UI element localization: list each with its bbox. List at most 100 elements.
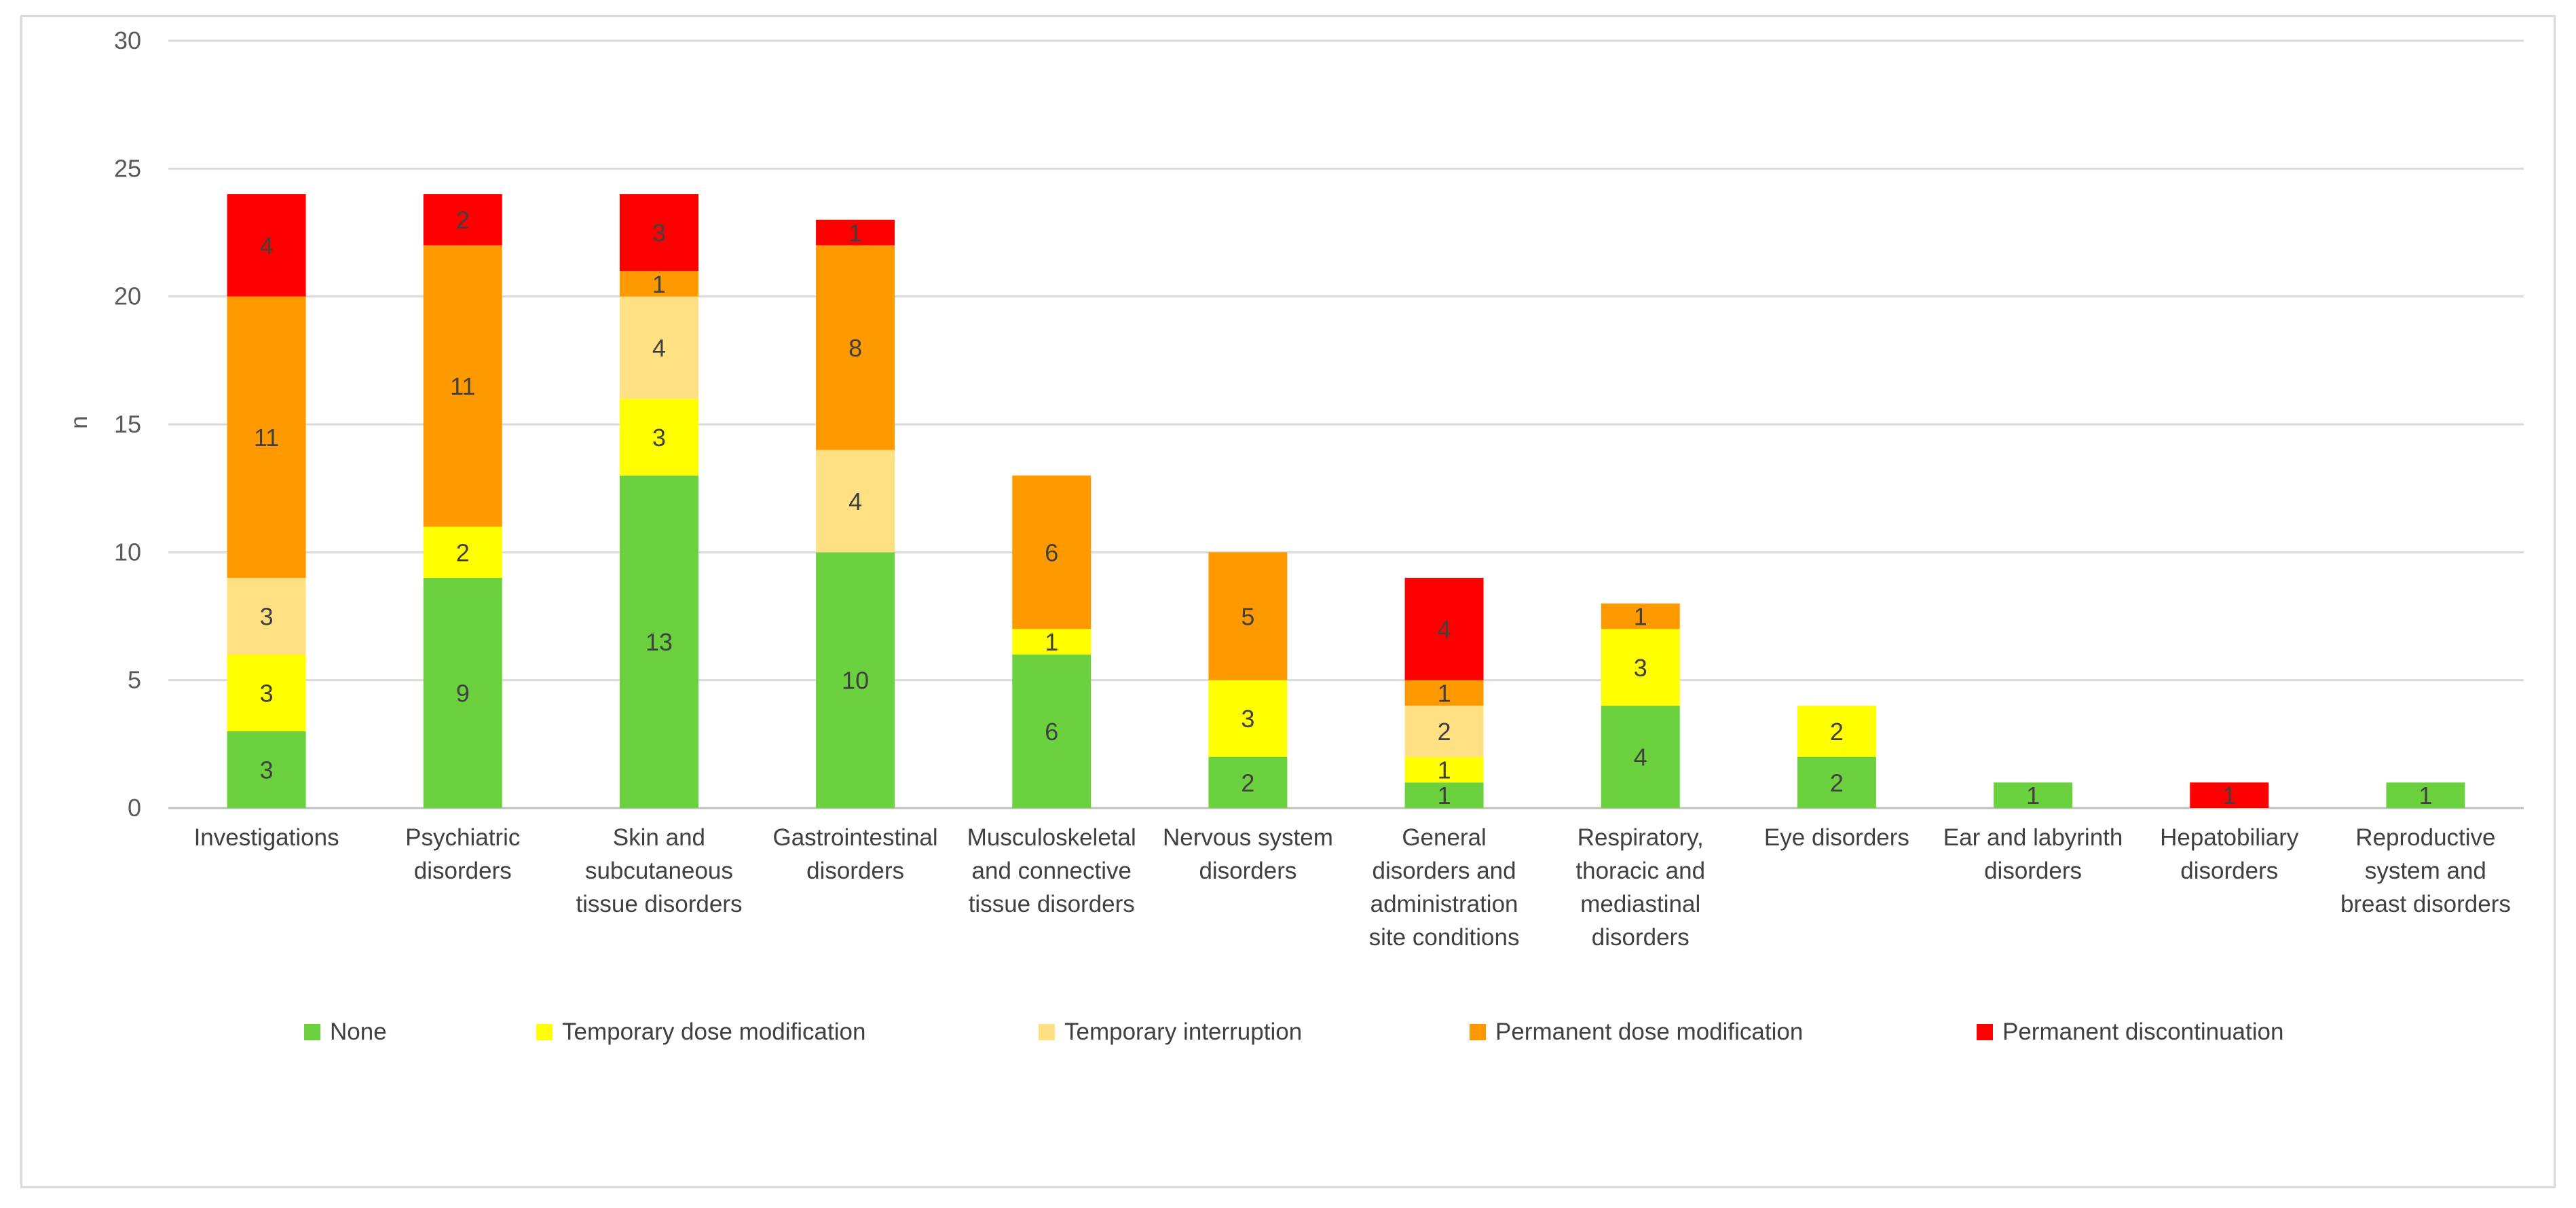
bar-segment — [816, 552, 895, 808]
bar-segment — [227, 578, 306, 655]
bar-segment — [1404, 578, 1484, 680]
data-label: 1 — [1438, 782, 1451, 809]
data-label: 2 — [1830, 769, 1844, 797]
bar-segment — [1601, 629, 1680, 706]
legend-label: None — [330, 1019, 387, 1045]
data-label: 11 — [450, 373, 475, 401]
bar-segment — [1208, 680, 1288, 757]
legend-swatch — [1470, 1024, 1486, 1040]
legend-label: Permanent dose modification — [1495, 1019, 1804, 1045]
data-label: 2 — [1241, 769, 1254, 797]
data-label: 6 — [1045, 538, 1058, 566]
bars — [227, 194, 2465, 808]
gridlines — [168, 39, 2524, 809]
bar-segment — [619, 271, 698, 297]
bar-segment — [619, 296, 698, 399]
data-label: 1 — [1634, 603, 1647, 631]
x-tick-label: Reproductive system and breast disorders — [2340, 824, 2511, 917]
bar-segment — [619, 399, 698, 476]
data-label: 1 — [2222, 782, 2236, 809]
bar-segment — [1012, 655, 1091, 808]
y-tick-label: 0 — [128, 794, 141, 822]
bar-segment — [1404, 680, 1484, 706]
data-label: 3 — [652, 424, 666, 452]
data-label: 2 — [1438, 718, 1451, 746]
bar-segment — [1208, 756, 1288, 808]
data-label: 13 — [646, 628, 673, 656]
data-label: 4 — [652, 334, 666, 362]
y-tick-label: 5 — [128, 666, 141, 694]
data-label: 4 — [1634, 744, 1647, 771]
data-label: 1 — [2419, 782, 2432, 809]
legend-item: Permanent dose modification — [1470, 1012, 1803, 1053]
data-label: 4 — [1438, 615, 1451, 643]
bar-segment — [619, 194, 698, 271]
data-label: 3 — [652, 219, 666, 247]
data-label: 11 — [254, 424, 279, 452]
x-tick-label: Musculoskeletal and connective tissue diso… — [967, 824, 1136, 917]
data-label: 3 — [260, 680, 274, 708]
data-label: 3 — [260, 603, 274, 631]
data-label: 10 — [842, 667, 869, 695]
data-label: 2 — [1830, 718, 1844, 746]
bar-segment — [1601, 706, 1680, 808]
data-label: 6 — [1045, 718, 1058, 746]
bar-segment — [227, 296, 306, 578]
y-axis-ticks: 0 5 10 15 20 25 30 — [114, 26, 141, 822]
legend-item: Temporary interruption — [1039, 1012, 1302, 1053]
x-tick-label: Psychiatric disorders — [405, 824, 520, 884]
legend-swatch — [1977, 1024, 1993, 1040]
data-label: 3 — [1634, 654, 1647, 682]
y-tick-label: 20 — [114, 282, 141, 310]
legend-swatch — [536, 1024, 553, 1040]
data-label: 1 — [652, 270, 666, 298]
bar-segment — [1208, 552, 1288, 680]
legend-label: Temporary dose modification — [562, 1019, 866, 1045]
bar-segment — [423, 245, 502, 527]
data-label: 1 — [848, 219, 862, 247]
data-label: 3 — [260, 756, 274, 784]
data-label: 9 — [456, 680, 470, 708]
bar-segment — [1797, 706, 1876, 757]
data-label: 4 — [848, 488, 862, 515]
legend-label: Permanent discontinuation — [2002, 1019, 2284, 1045]
data-label: 1 — [1045, 628, 1058, 656]
x-tick-label: Ear and labyrinth disorders — [1943, 824, 2123, 884]
x-tick-label: Gastrointestinal disorders — [772, 824, 937, 884]
bar-segment — [816, 219, 895, 246]
y-tick-label: 25 — [114, 154, 141, 182]
legend-item: Temporary dose modification — [536, 1012, 865, 1053]
legend-label: Temporary interruption — [1064, 1019, 1303, 1045]
bar-segment — [227, 731, 306, 808]
bar-segment — [227, 655, 306, 731]
legend-swatch — [304, 1024, 320, 1040]
x-axis-ticks: Investigations Psychiatric disorders Skin a… — [194, 824, 2511, 951]
bar-segment — [423, 526, 502, 578]
data-label: 4 — [260, 232, 274, 259]
bar-segment — [1994, 782, 2073, 808]
data-label: 2 — [456, 206, 470, 234]
y-axis-label: n — [66, 416, 92, 428]
data-label: 1 — [1438, 756, 1451, 784]
bar-segment — [1404, 782, 1484, 808]
y-tick-label: 15 — [114, 410, 141, 438]
bar-segment — [227, 194, 306, 297]
data-label: 8 — [848, 334, 862, 362]
bar-segment — [2386, 782, 2465, 808]
x-tick-label: Eye disorders — [1764, 824, 1909, 851]
data-label: 5 — [1241, 603, 1254, 631]
data-label: 1 — [1438, 680, 1451, 708]
bar-segment — [423, 194, 502, 246]
data-label: 3 — [1241, 705, 1254, 733]
bar-segment — [1404, 706, 1484, 757]
bar-segment — [816, 245, 895, 450]
legend-item: Permanent discontinuation — [1977, 1012, 2283, 1053]
y-tick-label: 30 — [114, 26, 141, 54]
x-tick-label: Skin and subcutaneous tissue disorders — [576, 824, 742, 917]
bar-segment — [816, 450, 895, 553]
legend-swatch — [1039, 1024, 1055, 1040]
x-tick-label: Respiratory, thoracic and mediastinal disor… — [1575, 824, 1705, 951]
bar-segment — [1601, 603, 1680, 629]
